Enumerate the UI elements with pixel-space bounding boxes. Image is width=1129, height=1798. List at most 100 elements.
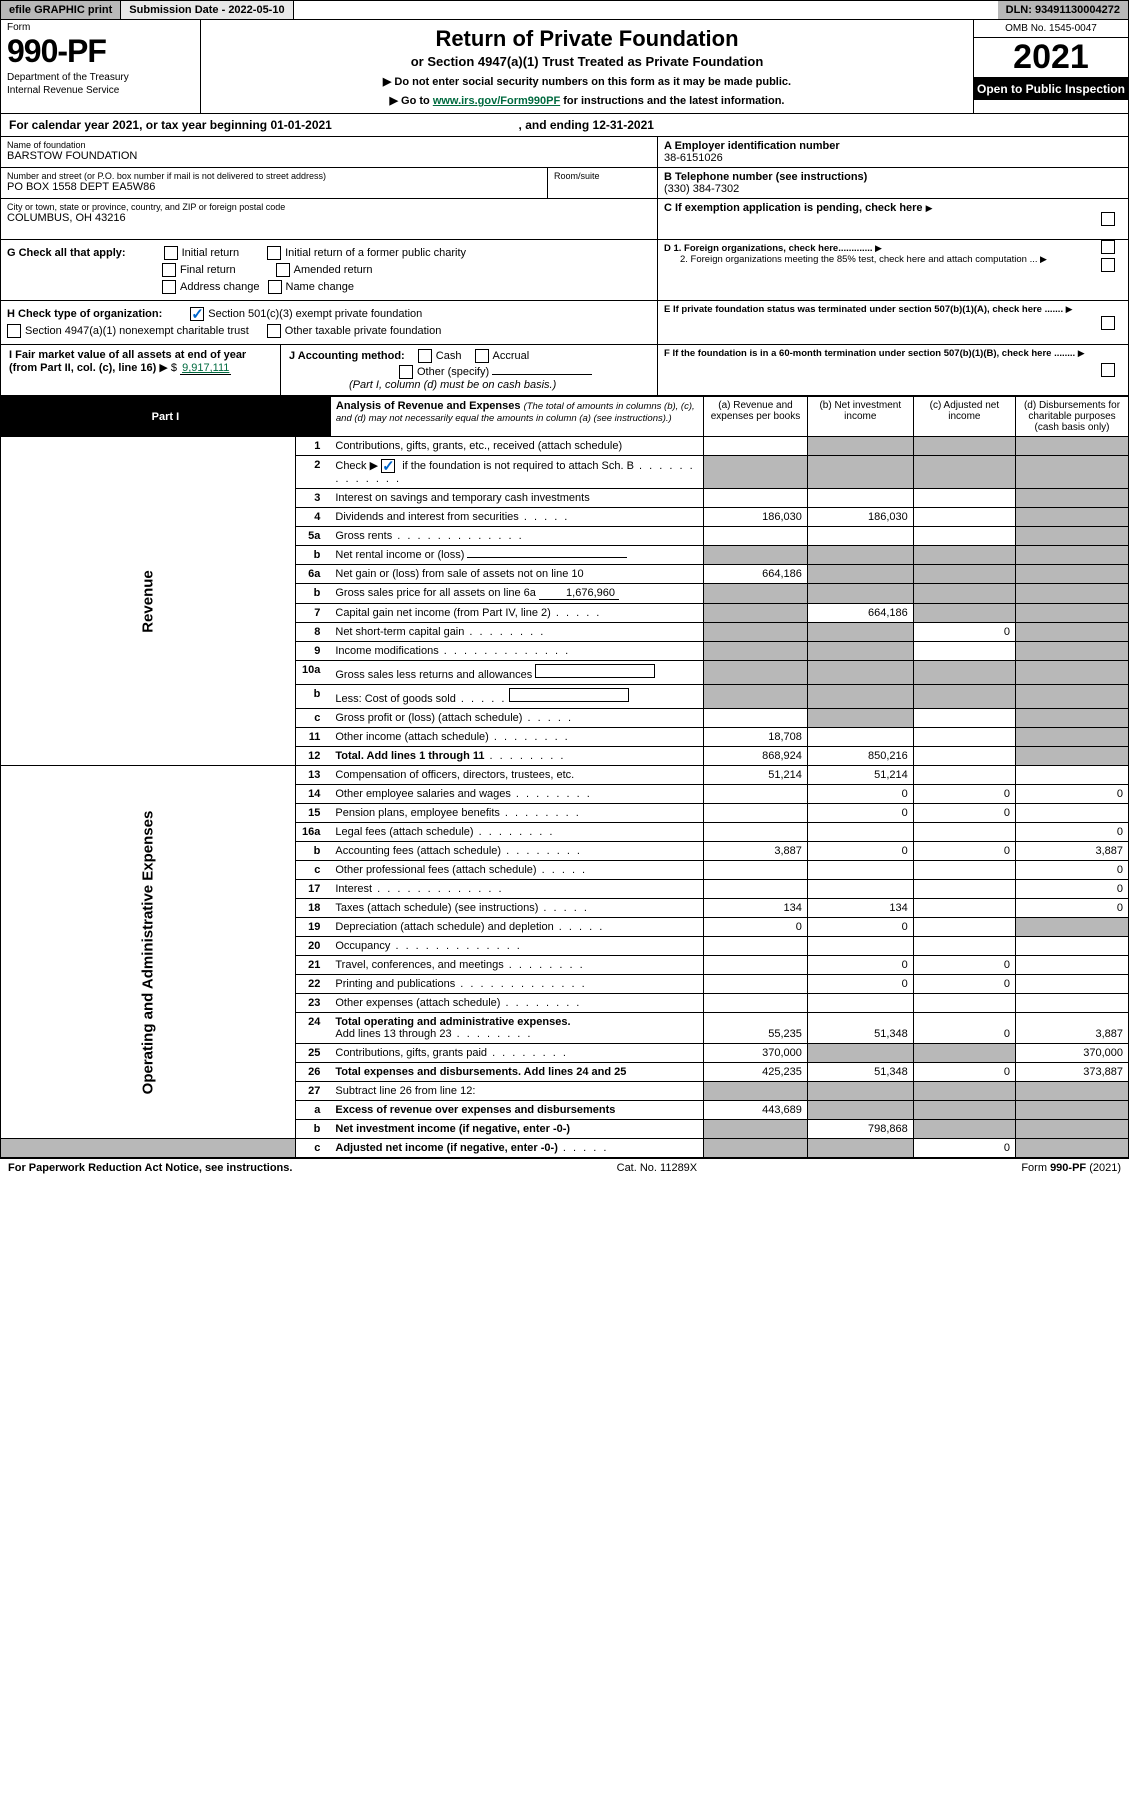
section-i: I Fair market value of all assets at end… [1,345,281,395]
revenue-side-label: Revenue [1,437,296,766]
line-16a-desc: Legal fees (attach schedule) [335,826,473,838]
footer-left: For Paperwork Reduction Act Notice, see … [8,1162,292,1174]
d2-checkbox[interactable] [1101,258,1115,272]
section-h-e-row: H Check type of organization: Section 50… [0,301,1129,345]
calendar-mid: , and ending [519,118,593,132]
line-27c: c Adjusted net income (if negative, ente… [1,1139,1129,1158]
cash-checkbox[interactable] [418,349,432,363]
initial-return-label: Initial return [182,247,239,259]
section-f-block: F If the foundation is in a 60-month ter… [658,345,1128,395]
entity-city-row: City or town, state or province, country… [0,199,1129,240]
entity-addr-row: Number and street (or P.O. box number if… [0,168,1129,199]
other-taxable-checkbox[interactable] [267,324,281,338]
instructions-note: ▶ Go to www.irs.gov/Form990PF for instru… [207,94,967,107]
line-15-desc: Pension plans, employee benefits [335,807,500,819]
section-d-block: D 1. Foreign organizations, check here..… [658,240,1128,300]
col-b-header: (b) Net investment income [807,397,913,437]
line-27a-col-a: 443,689 [704,1101,808,1120]
line-5a-desc: Gross rents [335,530,392,542]
name-change-checkbox[interactable] [268,280,282,294]
line-12-col-a: 868,924 [704,747,808,766]
address-label: Number and street (or P.O. box number if… [7,171,541,181]
line-4-col-a: 186,030 [704,508,808,527]
section-i-value[interactable]: 9,917,111 [180,362,231,375]
initial-former-checkbox[interactable] [267,246,281,260]
4947a1-checkbox[interactable] [7,324,21,338]
schb-checkbox[interactable] [381,459,395,473]
line-14-col-c: 0 [913,785,1015,804]
line-24-col-c: 0 [913,1013,1015,1044]
section-j-label: J Accounting method: [289,350,405,362]
amended-return-label: Amended return [294,264,373,276]
amended-return-checkbox[interactable] [276,263,290,277]
header-right: OMB No. 1545-0047 2021 Open to Public In… [973,20,1128,113]
address-change-label: Address change [180,281,260,293]
ssn-warning: ▶ Do not enter social security numbers o… [207,75,967,88]
note2-pre: ▶ Go to [390,95,433,107]
501c3-label: Section 501(c)(3) exempt private foundat… [208,308,422,320]
phone-label: B Telephone number (see instructions) [664,171,1122,183]
instructions-link[interactable]: www.irs.gov/Form990PF [433,95,560,107]
ein-block: A Employer identification number 38-6151… [658,137,1128,167]
foundation-name-label: Name of foundation [7,140,651,150]
col-d-header: (d) Disbursements for charitable purpose… [1016,397,1129,437]
section-e-checkbox[interactable] [1101,316,1115,330]
line-13-col-b: 51,214 [807,766,913,785]
line-10a-desc: Gross sales less returns and allowances [335,669,532,681]
line-12-desc: Total. Add lines 1 through 11 [335,750,484,762]
section-h: H Check type of organization: Section 50… [1,301,658,344]
section-j: J Accounting method: Cash Accrual Other … [281,345,658,395]
calendar-end: 12-31-2021 [593,118,654,132]
efile-print-label: efile GRAPHIC print [1,1,121,19]
line-27a-desc: Excess of revenue over expenses and disb… [335,1104,615,1116]
name-change-label: Name change [286,281,355,293]
section-g-label: G Check all that apply: [7,247,126,259]
line-14-col-b: 0 [807,785,913,804]
line-25-col-a: 370,000 [704,1044,808,1063]
other-method-checkbox[interactable] [399,365,413,379]
dln-label: DLN: 93491130004272 [998,1,1128,19]
line-13: Operating and Administrative Expenses 13… [1,766,1129,785]
dept-treasury: Department of the Treasury [7,72,194,83]
accrual-checkbox[interactable] [475,349,489,363]
line-16b-col-c: 0 [913,842,1015,861]
other-method-label: Other (specify) [417,366,489,378]
d1-checkbox[interactable] [1101,240,1115,254]
ein-label: A Employer identification number [664,140,1122,152]
501c3-checkbox[interactable] [190,307,204,321]
line-23-desc: Other expenses (attach schedule) [335,997,500,1009]
final-return-checkbox[interactable] [162,263,176,277]
dept-irs: Internal Revenue Service [7,85,194,96]
line-18-col-d: 0 [1016,899,1129,918]
line-20-desc: Occupancy [335,940,390,952]
line-8-desc: Net short-term capital gain [335,626,464,638]
line-4-desc: Dividends and interest from securities [335,511,518,523]
line-22-col-c: 0 [913,975,1015,994]
address-change-checkbox[interactable] [162,280,176,294]
section-c-label: C If exemption application is pending, c… [664,202,923,214]
calendar-pre: For calendar year 2021, or tax year begi… [9,118,270,132]
line-7-col-b: 664,186 [807,604,913,623]
line-1: Revenue 1 Contributions, gifts, grants, … [1,437,1129,456]
section-f-checkbox[interactable] [1101,363,1115,377]
line-24b-desc: Add lines 13 through 23 [335,1028,451,1040]
header-left: Form 990-PF Department of the Treasury I… [1,20,201,113]
submission-date-label: Submission Date - 2022-05-10 [121,1,293,19]
section-c-checkbox[interactable] [1101,212,1115,226]
part1-table: Part I Analysis of Revenue and Expenses … [0,396,1129,1158]
line-24-col-d: 3,887 [1016,1013,1129,1044]
line-27b-col-b: 798,868 [807,1120,913,1139]
line-19-col-a: 0 [704,918,808,937]
top-bar: efile GRAPHIC print Submission Date - 20… [0,0,1129,20]
line-26-col-d: 373,887 [1016,1063,1129,1082]
part1-title: Analysis of Revenue and Expenses [336,400,521,412]
section-g: G Check all that apply: Initial return I… [1,240,658,300]
initial-return-checkbox[interactable] [164,246,178,260]
line-24-col-a: 55,235 [704,1013,808,1044]
line-4-col-b: 186,030 [807,508,913,527]
line-17-col-d: 0 [1016,880,1129,899]
line-26-col-b: 51,348 [807,1063,913,1082]
line-1-desc: Contributions, gifts, grants, etc., rece… [330,437,703,456]
line-22-col-b: 0 [807,975,913,994]
footer-row: For Paperwork Reduction Act Notice, see … [0,1158,1129,1177]
